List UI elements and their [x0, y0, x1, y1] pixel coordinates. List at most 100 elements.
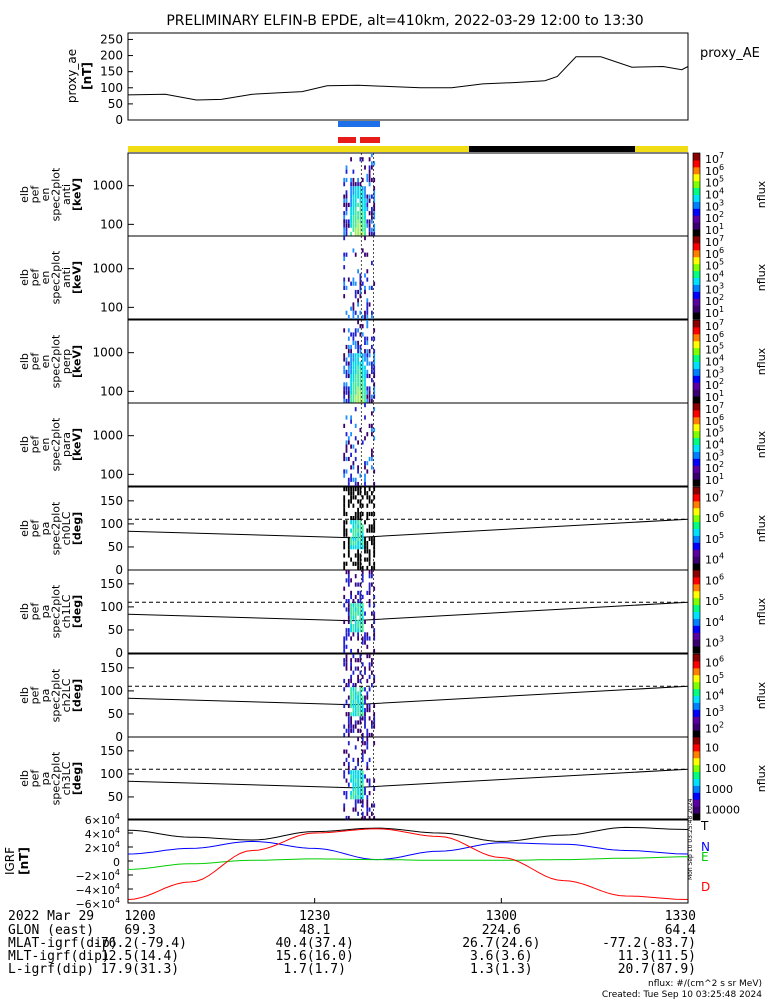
spec-cell [373, 349, 376, 354]
spec-cell [352, 691, 355, 696]
spec-cell [354, 390, 357, 395]
colorbar-segment [693, 354, 700, 362]
spec-cell [359, 695, 362, 700]
spec-cell [364, 724, 366, 729]
spec-cell [354, 582, 357, 587]
colorbar-tick-label: 106 [705, 654, 724, 669]
spec-cell [357, 177, 359, 183]
spec-cell [366, 811, 369, 816]
spec-cell [364, 815, 366, 821]
spec-cell [361, 774, 364, 779]
spec-cell [354, 561, 357, 566]
colorbar-segment [693, 743, 700, 752]
spec-cell [352, 444, 355, 449]
spec-cell [371, 427, 373, 433]
spec-cell [352, 708, 355, 713]
spec-cell [354, 382, 357, 387]
spec-cell [343, 541, 346, 546]
colorbar-tick-exponent: 6 [719, 246, 724, 255]
igrf-line-N [127, 840, 689, 861]
spec-cell [354, 574, 357, 579]
spec-cell [366, 495, 369, 500]
spec-cell [364, 774, 366, 779]
spec-cell [357, 314, 359, 320]
spec-cell [361, 314, 364, 320]
spec-cell [352, 382, 355, 387]
spec-cell [366, 565, 369, 571]
spec-ytick-label: 100 [100, 684, 123, 698]
spec-cell [373, 619, 376, 624]
colorbar-segment [693, 563, 700, 571]
spec-cell [347, 553, 350, 558]
spec-cell [359, 795, 362, 800]
spec-ylabel-line: elb [18, 603, 31, 620]
spec-cell [354, 223, 357, 228]
spec-cell [366, 219, 369, 224]
loss-cone-line [127, 601, 689, 622]
colorbar-tick-exponent: 3 [719, 365, 724, 374]
spec-cell [350, 306, 352, 311]
spec-cell [352, 628, 355, 633]
spec-cell [354, 615, 357, 620]
igrf-ytick-exponent: 4 [115, 896, 120, 905]
spec-cell [366, 269, 369, 274]
spec-cell [361, 545, 364, 550]
spec-ylabel-line: elb [18, 269, 31, 286]
spec-cell [359, 157, 362, 162]
spec-cell [368, 549, 371, 554]
spec-cell [371, 177, 373, 183]
ae-ytick-label: 100 [100, 81, 123, 95]
colorbar-segment [693, 403, 700, 411]
spec-cell [364, 219, 366, 224]
spec-cell [361, 695, 364, 700]
colorbar-label: nflux [755, 514, 768, 542]
annotation-row-label: MLT-igrf(dip) [8, 949, 110, 964]
colorbar-segment [693, 256, 700, 265]
spec-cell [347, 578, 350, 583]
spec-cell [361, 565, 364, 571]
spec-cell [350, 444, 352, 449]
spec-cell [350, 177, 352, 183]
spec-cell [347, 615, 350, 620]
spec-cell [359, 373, 362, 379]
spec-cell [368, 662, 371, 667]
spec-cell [350, 712, 352, 717]
spec-cell [354, 211, 357, 216]
spec-cell [343, 636, 346, 641]
spec-cell [347, 570, 350, 575]
spec-cell [350, 353, 352, 358]
spec-cell [359, 365, 362, 370]
spec-cell [366, 541, 369, 546]
igrf-stamp: Mon Sep 10 03:25:48 2024 [687, 798, 694, 880]
spec-cell [357, 378, 359, 383]
colorbar-tick-exponent: 4 [719, 552, 724, 561]
spec-cell [352, 791, 355, 796]
colorbar-segment [693, 702, 700, 710]
spec-cell [350, 624, 352, 629]
spec-cell [345, 528, 348, 533]
spec-cell [345, 636, 348, 641]
spec-cell [371, 448, 373, 453]
spec-ylabel-line: anti [60, 184, 73, 205]
spec-cell [361, 619, 364, 624]
spec-cell [354, 436, 357, 441]
spec-cell [357, 202, 359, 207]
spec-cell [357, 799, 359, 804]
colorbar-tick-exponent: 2 [719, 377, 724, 386]
annotation-row-value: 64.4 [665, 923, 696, 938]
spec-cell [345, 728, 348, 733]
spec-cell [364, 536, 366, 541]
colorbar-segment [693, 771, 700, 779]
colorbar-segment [693, 444, 700, 452]
spec-cell [373, 536, 376, 541]
spec-cell [354, 231, 357, 237]
spec-cell [352, 545, 355, 550]
ae-ytick-label: 250 [100, 32, 123, 46]
spec-cell [366, 557, 369, 562]
igrf-ytick-label: 6×104 [85, 812, 120, 827]
colorbar-tick-label: 105 [705, 593, 724, 608]
spec-cell [343, 281, 346, 286]
igrf-ytick-exponent: 4 [115, 812, 120, 821]
spec-cell [343, 532, 346, 537]
spec-cell [352, 248, 355, 253]
